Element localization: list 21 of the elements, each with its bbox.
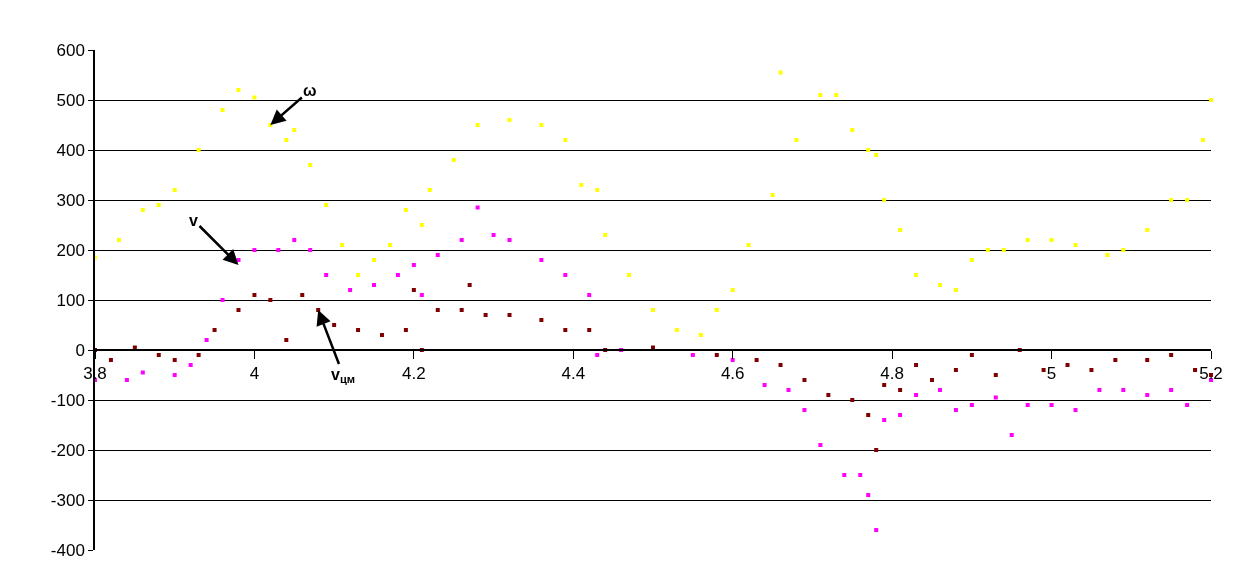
y-tick-label: 200 bbox=[56, 240, 85, 260]
x-tick-label: 5 bbox=[1046, 364, 1057, 384]
y-tick-label: 100 bbox=[56, 290, 85, 310]
x-tick-label: 4.4 bbox=[561, 364, 586, 384]
y-tick-label: -100 bbox=[50, 390, 85, 410]
annotation: v bbox=[189, 212, 198, 229]
x-tick-label: 4.2 bbox=[402, 364, 426, 384]
y-tick-label: -300 bbox=[50, 490, 85, 510]
x-tick-label: 4 bbox=[249, 364, 260, 384]
annotation: v$_{цм}$ bbox=[331, 366, 356, 386]
y-tick-label: 0 bbox=[75, 340, 85, 360]
y-tick-label: 300 bbox=[56, 190, 85, 210]
y-tick-label: -400 bbox=[50, 540, 85, 560]
annotation: ω bbox=[303, 82, 317, 99]
y-tick-label: 600 bbox=[56, 40, 85, 60]
y-tick-label: 400 bbox=[56, 140, 85, 160]
x-tick-label: 4.8 bbox=[880, 364, 904, 384]
y-tick-label: -200 bbox=[50, 440, 85, 460]
x-tick-label: 5.2 bbox=[1199, 364, 1223, 384]
y-tick-label: 500 bbox=[56, 90, 85, 110]
x-tick-label: 4.6 bbox=[720, 364, 745, 384]
